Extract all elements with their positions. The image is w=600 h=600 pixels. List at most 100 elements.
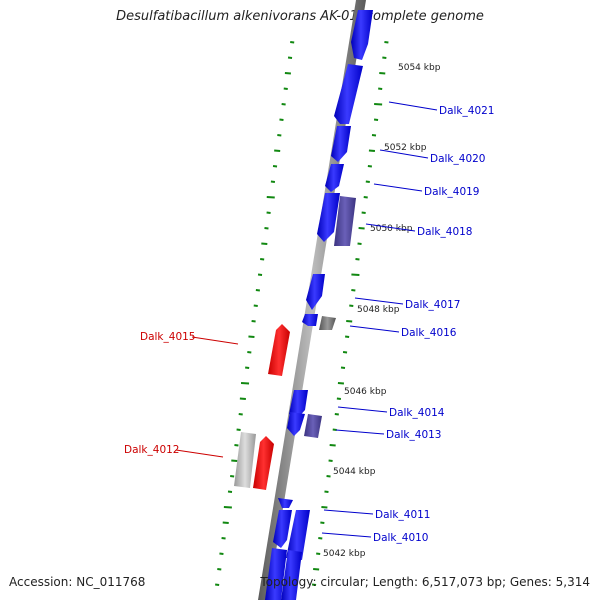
gene-arrow-dalk-4011-head[interactable] <box>278 498 293 508</box>
scale-label: 5048 kbp <box>357 305 400 315</box>
gene-label-leaders <box>175 101 438 538</box>
genome-summary-text: Topology: circular; Length: 6,517,073 bp… <box>260 575 590 589</box>
gc-tick <box>321 506 328 509</box>
gene-arrow-bottom-b[interactable] <box>281 550 302 600</box>
gc-tick <box>257 273 263 276</box>
gene-label-dalk-4011[interactable]: Dalk_4011 <box>375 509 431 521</box>
gc-tick <box>368 149 376 152</box>
scale-label: 5052 kbp <box>384 143 427 153</box>
gc-tick <box>255 289 261 292</box>
gc-tick <box>357 242 362 245</box>
gene-arrow-bottom-a[interactable] <box>265 548 287 600</box>
gc-tick <box>336 397 341 400</box>
gc-tick <box>227 490 233 493</box>
gene-label-dalk-4015[interactable]: Dalk_4015 <box>140 331 196 343</box>
gc-tick <box>320 521 325 524</box>
gc-tick <box>361 211 366 214</box>
gc-tick <box>270 180 276 183</box>
gc-tick <box>351 289 356 292</box>
gc-content-track <box>215 41 389 586</box>
gc-tick <box>334 413 339 416</box>
gc-tick <box>217 568 222 571</box>
leader-line <box>191 336 239 345</box>
gc-tick <box>316 552 321 555</box>
gc-tick <box>384 41 389 44</box>
gene-label-dalk-4013[interactable]: Dalk_4013 <box>386 429 442 441</box>
gc-tick <box>222 521 229 524</box>
gene-arrow-dalk-4017[interactable] <box>306 274 325 310</box>
gene-arrow-dalk-4016-a[interactable] <box>302 314 318 326</box>
leader-line <box>349 325 400 333</box>
gene-label-dalk-4020[interactable]: Dalk_4020 <box>430 153 486 165</box>
gc-tick <box>346 320 353 323</box>
gc-tick <box>351 273 360 276</box>
gene-arrow-dalk-4012[interactable] <box>253 436 274 490</box>
gene-label-dalk-4018[interactable]: Dalk_4018 <box>417 226 473 238</box>
gc-tick <box>264 227 269 230</box>
leader-line <box>379 149 429 159</box>
gene-arrow-dalk-4010[interactable] <box>286 510 310 560</box>
gc-tick <box>281 103 286 106</box>
gc-tick <box>283 87 288 90</box>
gene-label-dalk-4017[interactable]: Dalk_4017 <box>405 299 461 311</box>
gc-tick <box>349 304 354 307</box>
gene-labels: Dalk_4021 Dalk_4020 Dalk_4019 Dalk_4018 … <box>124 105 495 544</box>
gc-tick <box>266 211 271 214</box>
scale-label: 5042 kbp <box>323 549 366 559</box>
gene-arrow-forward[interactable] <box>351 10 373 60</box>
scale-label: 5050 kbp <box>370 224 413 234</box>
gene-label-dalk-4016[interactable]: Dalk_4016 <box>401 327 457 339</box>
gc-tick <box>236 428 241 431</box>
gc-tick <box>363 196 368 199</box>
gene-label-dalk-4014[interactable]: Dalk_4014 <box>389 407 445 419</box>
gc-tick <box>329 444 336 447</box>
gc-tick <box>248 335 255 338</box>
gc-tick <box>367 165 372 168</box>
leader-line <box>337 406 388 413</box>
gene-arrow-dalk-4020[interactable] <box>331 126 351 162</box>
gene-arrow-dalk-4018-b[interactable] <box>334 196 356 246</box>
gene-track <box>234 10 373 600</box>
gene-arrow-dalk-4021[interactable] <box>334 64 363 124</box>
gc-tick <box>240 382 250 385</box>
gene-label-dalk-4010[interactable]: Dalk_4010 <box>373 532 429 544</box>
gene-label-dalk-4021[interactable]: Dalk_4021 <box>439 105 495 117</box>
gc-tick <box>253 304 258 307</box>
gene-arrow-dalk-4015[interactable] <box>268 324 290 376</box>
gc-tick <box>358 227 365 230</box>
gene-label-dalk-4012[interactable]: Dalk_4012 <box>124 444 180 456</box>
gc-tick <box>382 56 387 59</box>
leader-line <box>335 429 385 435</box>
gc-tick <box>290 41 295 44</box>
gene-arrow-dalk-4019[interactable] <box>325 164 344 192</box>
gc-tick <box>318 537 323 540</box>
leader-line <box>323 509 374 515</box>
scale-label: 5044 kbp <box>333 467 376 477</box>
gene-arrow-dalk-4016-b[interactable] <box>319 316 336 330</box>
gc-tick <box>340 366 346 369</box>
gene-arrow-dalk-4014-b[interactable] <box>287 412 305 436</box>
scale-label: 5046 kbp <box>344 387 387 397</box>
gc-tick <box>219 552 224 555</box>
gc-tick <box>231 459 238 462</box>
leader-line <box>388 101 438 111</box>
gene-arrow-dalk-4012-grey[interactable] <box>234 432 256 488</box>
gc-tick <box>371 134 377 137</box>
gc-tick <box>260 258 265 261</box>
gc-tick <box>342 351 348 354</box>
gc-tick <box>251 320 256 323</box>
gc-tick <box>274 149 281 152</box>
gc-tick <box>287 56 293 59</box>
gene-arrow-dalk-4013[interactable] <box>304 414 322 438</box>
gc-tick <box>215 583 220 586</box>
gc-tick <box>261 242 268 245</box>
gene-label-dalk-4019[interactable]: Dalk_4019 <box>424 186 480 198</box>
leader-line <box>365 223 416 232</box>
gene-arrow-dalk-4011[interactable] <box>273 510 292 548</box>
gc-tick <box>238 413 243 416</box>
gene-arrow-dalk-4018-a[interactable] <box>317 193 340 242</box>
map-title: Desulfatibacillum alkenivorans AK-01, co… <box>116 9 484 24</box>
gc-tick <box>311 583 317 586</box>
